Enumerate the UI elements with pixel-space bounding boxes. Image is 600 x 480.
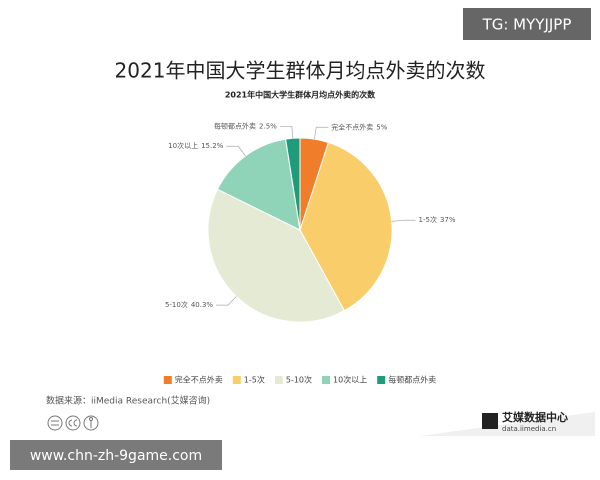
slice-label: 完全不点外卖 5% [331, 122, 387, 131]
legend-item: 10次以上 [322, 375, 367, 385]
watermark: TG: MYYJJPP [482, 16, 572, 34]
legend-label: 完全不点外卖 [175, 375, 223, 385]
chart-subtitle: 2021年中国大学生群体月均点外卖的次数 [225, 90, 376, 100]
legend-item: 每顿都点外卖 [377, 375, 436, 385]
legend-swatch [377, 376, 386, 384]
slice-label: 每顿都点外卖 2.5% [214, 121, 277, 130]
slice-value: 2.5% [259, 122, 277, 130]
slice-value: 15.2% [201, 142, 224, 150]
pie-slice [285, 137, 301, 231]
leader-line [391, 219, 416, 222]
legend-label: 10次以上 [333, 375, 367, 385]
slice-value: 40.3% [191, 301, 214, 309]
legend-label: 1-5次 [244, 375, 265, 385]
legend-swatch [274, 376, 283, 384]
slice-category: 10次以上 [168, 141, 198, 150]
slice-label: 5-10次 40.3% [165, 300, 213, 309]
logo-backdrop [420, 412, 595, 436]
slice-value: 37% [440, 216, 456, 224]
leader-line [226, 145, 246, 157]
legend-item: 5-10次 [274, 375, 312, 385]
slice-category: 1-5次 [419, 215, 437, 224]
legend-swatch [322, 376, 331, 384]
legend-swatch [163, 376, 172, 384]
logo-url: data.iimedia.cn [502, 425, 556, 433]
pie-slice [207, 188, 346, 323]
watermark-box [463, 8, 591, 40]
pie: 完全不点外卖 5% 1-5次 37% 5-10次 40.3% 10次以上 15.2% 每顿都点外… [165, 121, 456, 323]
legend-item: 1-5次 [232, 375, 265, 385]
chart-title: 2021年中国大学生群体月均点外卖的次数 [115, 59, 486, 83]
pie-slice [216, 138, 301, 231]
slice-label: 1-5次 37% [419, 215, 456, 224]
slice-label: 10次以上 15.2% [168, 141, 224, 150]
slice-category: 完全不点外卖 [331, 122, 373, 131]
legend: 完全不点外卖 1-5次 5-10次 10次以上 每顿都点外卖 [163, 375, 436, 385]
license-icons [47, 415, 99, 431]
logo-icon [482, 413, 498, 429]
legend-label: 5-10次 [286, 375, 312, 385]
logo-name: 艾媒数据中心 [502, 410, 568, 424]
leader-line [314, 126, 329, 140]
slice-category: 每顿都点外卖 [214, 121, 256, 130]
legend-label: 每顿都点外卖 [388, 375, 436, 385]
watermark-box [10, 440, 222, 470]
leader-line [279, 125, 294, 139]
pie-slice [299, 141, 393, 312]
slice-value: 5% [376, 123, 387, 131]
watermark: www.chn-zh-9game.com [30, 448, 202, 464]
leader-line [216, 296, 237, 306]
source: 数据来源：iiMedia Research(艾媒咨询) [46, 395, 210, 407]
legend-item: 完全不点外卖 [163, 375, 223, 385]
legend-swatch [232, 376, 241, 384]
slice-category: 5-10次 [165, 300, 188, 309]
